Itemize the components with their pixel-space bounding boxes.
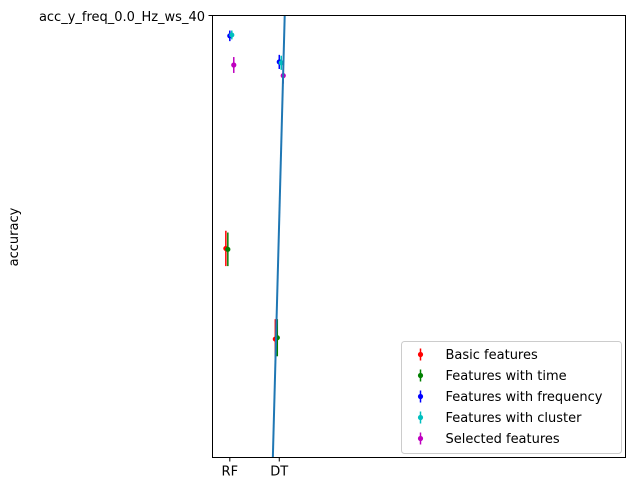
x-tick-label: DT xyxy=(270,465,288,480)
legend-swatch-marker xyxy=(417,435,424,442)
legend-entry: Features with time xyxy=(417,369,567,384)
legend-entry: Basic features xyxy=(417,348,538,363)
series-layer xyxy=(223,15,286,458)
legend-label: Features with cluster xyxy=(446,411,583,426)
legend-label: Selected features xyxy=(446,432,560,447)
x-tick-label: RF xyxy=(222,465,239,480)
point-marker xyxy=(229,32,235,38)
legend-entry: Features with cluster xyxy=(417,411,583,426)
series xyxy=(229,30,284,70)
legend-label: Features with time xyxy=(446,369,567,384)
legend-entry: Selected features xyxy=(417,432,560,447)
legend-swatch-marker xyxy=(417,372,424,379)
axes-layer: acc_y_freq_0.0_Hz_ws_40 accuracy RF DT xyxy=(7,10,288,480)
point-marker xyxy=(225,246,231,252)
series xyxy=(223,230,278,359)
point-marker xyxy=(231,62,237,68)
plot-frame xyxy=(212,15,626,458)
y-axis-label: accuracy xyxy=(7,207,22,266)
legend-label: Features with frequency xyxy=(446,390,603,405)
data-point xyxy=(229,30,235,40)
reference-line xyxy=(271,15,286,458)
data-point xyxy=(231,57,237,73)
series xyxy=(225,232,280,357)
legend-label: Basic features xyxy=(446,348,538,363)
legend: Basic features Features with time Features… xyxy=(401,341,622,454)
legend-entry: Features with frequency xyxy=(417,390,603,405)
legend-frame xyxy=(401,341,622,454)
legend-swatch-marker xyxy=(417,351,424,358)
legend-swatch-marker xyxy=(417,414,424,421)
legend-swatch-marker xyxy=(417,393,424,400)
y-tick-label: acc_y_freq_0.0_Hz_ws_40 xyxy=(39,10,205,25)
data-point xyxy=(225,232,231,267)
